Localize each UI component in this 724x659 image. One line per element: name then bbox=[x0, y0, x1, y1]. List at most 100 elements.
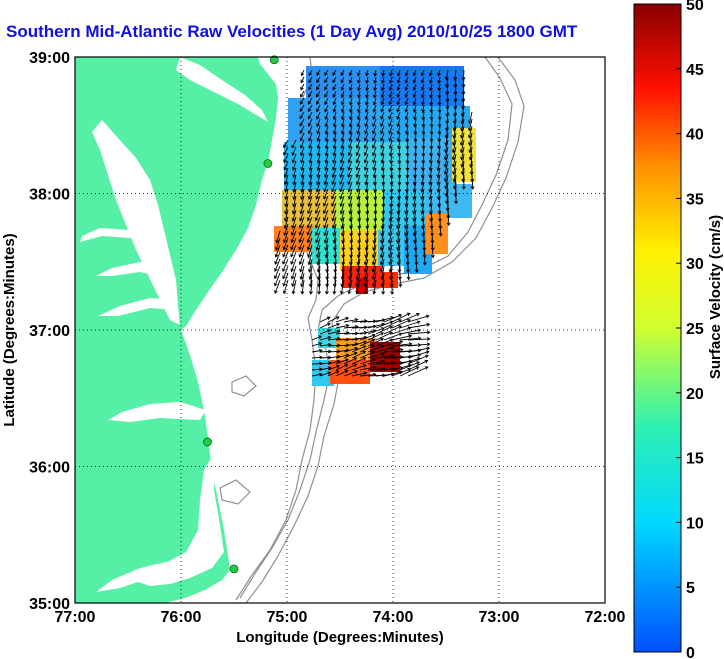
vector-shaft bbox=[349, 97, 353, 105]
y-tick-label: 37:00 bbox=[29, 323, 70, 340]
vector-shaft bbox=[300, 188, 305, 200]
vector-shaft bbox=[349, 258, 353, 273]
vector-shaft bbox=[348, 188, 353, 200]
vector-head bbox=[365, 211, 370, 215]
vector-shaft bbox=[335, 332, 349, 335]
vector-head bbox=[428, 72, 433, 77]
vector-shaft bbox=[413, 83, 417, 91]
vector-shaft bbox=[373, 279, 377, 294]
vector-shaft bbox=[358, 237, 361, 251]
vector-head bbox=[443, 156, 448, 161]
vector-head bbox=[424, 366, 429, 370]
vector-head bbox=[426, 337, 431, 341]
vector-head bbox=[408, 359, 413, 364]
vector-shaft bbox=[291, 223, 297, 236]
vector-shaft bbox=[390, 195, 393, 207]
vector-head bbox=[348, 123, 353, 128]
vector-head bbox=[372, 358, 376, 362]
vector-shaft bbox=[325, 153, 329, 164]
vector-shaft bbox=[382, 202, 385, 215]
vector-shaft bbox=[341, 216, 345, 229]
vector-shaft bbox=[430, 83, 433, 91]
colorbar-tick-label: 30 bbox=[686, 256, 704, 273]
vector-shaft bbox=[405, 104, 409, 113]
vector-shaft bbox=[366, 69, 369, 76]
vector-shaft bbox=[380, 118, 385, 127]
vector-shaft bbox=[454, 111, 457, 124]
vector-shaft bbox=[327, 323, 340, 329]
vector-shaft bbox=[421, 90, 425, 98]
vector-head bbox=[299, 210, 304, 215]
vector-head bbox=[357, 72, 361, 77]
vector-shaft bbox=[364, 258, 369, 272]
vector-head bbox=[325, 291, 329, 295]
vector-head bbox=[425, 314, 430, 319]
vector-shaft bbox=[454, 104, 457, 117]
vector-shaft bbox=[373, 230, 377, 244]
vector-head bbox=[331, 195, 335, 200]
vector-head bbox=[372, 116, 377, 120]
vector-shaft bbox=[283, 230, 289, 243]
vector-head bbox=[389, 174, 394, 179]
vector-shaft bbox=[399, 357, 421, 365]
vector-shaft bbox=[382, 279, 385, 294]
vector-shaft bbox=[438, 118, 441, 127]
vector-shaft bbox=[397, 118, 401, 127]
vector-head bbox=[324, 145, 329, 150]
vector-shaft bbox=[274, 265, 281, 279]
vector-shaft bbox=[374, 174, 377, 185]
vector-shaft bbox=[317, 132, 321, 142]
vector-head bbox=[308, 137, 312, 142]
pamlico-sound bbox=[132, 450, 224, 586]
vector-shaft bbox=[332, 76, 337, 83]
vector-head bbox=[389, 338, 394, 343]
vector-shaft bbox=[339, 181, 345, 192]
vector-shaft bbox=[308, 195, 313, 207]
vector-head bbox=[380, 344, 385, 349]
vector-shaft bbox=[284, 174, 289, 185]
vector-shaft bbox=[357, 125, 361, 134]
vector-head bbox=[469, 171, 474, 176]
vector-shaft bbox=[323, 181, 329, 192]
vector-head bbox=[307, 130, 312, 135]
vector-shaft bbox=[359, 366, 376, 371]
vector-head bbox=[412, 79, 417, 84]
vector-shaft bbox=[437, 160, 441, 171]
vector-shaft bbox=[454, 76, 457, 88]
vector-shaft bbox=[383, 341, 403, 347]
vector-shaft bbox=[357, 188, 361, 200]
vector-head bbox=[299, 108, 304, 113]
vector-shaft bbox=[324, 223, 329, 236]
vector-head bbox=[412, 101, 417, 106]
vector-head bbox=[388, 138, 393, 142]
vector-shaft bbox=[356, 132, 361, 142]
vector-shaft bbox=[405, 237, 409, 251]
vector-shaft bbox=[317, 167, 321, 178]
vector-shaft bbox=[318, 265, 321, 280]
vector-shaft bbox=[372, 125, 377, 134]
vector-shaft bbox=[315, 202, 321, 214]
vector-shaft bbox=[366, 90, 369, 98]
vector-head bbox=[308, 152, 313, 157]
vector-shaft bbox=[292, 153, 297, 163]
vector-shaft bbox=[340, 76, 345, 83]
vector-head bbox=[373, 87, 377, 92]
vector-shaft bbox=[316, 90, 321, 98]
vector-shaft bbox=[374, 69, 377, 76]
vector-shaft bbox=[311, 368, 322, 371]
vector-shaft bbox=[324, 167, 329, 178]
vector-shaft bbox=[364, 146, 369, 156]
vector-shaft bbox=[357, 195, 361, 207]
vector-head bbox=[308, 145, 312, 150]
radar-station-marker bbox=[203, 437, 212, 447]
vector-shaft bbox=[414, 132, 417, 142]
vector-shaft bbox=[364, 279, 369, 294]
vector-head bbox=[396, 87, 401, 91]
vector-head bbox=[308, 79, 312, 84]
vector-shaft bbox=[333, 118, 337, 127]
vector-shaft bbox=[300, 90, 305, 98]
vector-shaft bbox=[461, 104, 465, 117]
vector-shaft bbox=[430, 97, 433, 106]
vector-shaft bbox=[413, 104, 417, 113]
vector-head bbox=[324, 86, 328, 91]
